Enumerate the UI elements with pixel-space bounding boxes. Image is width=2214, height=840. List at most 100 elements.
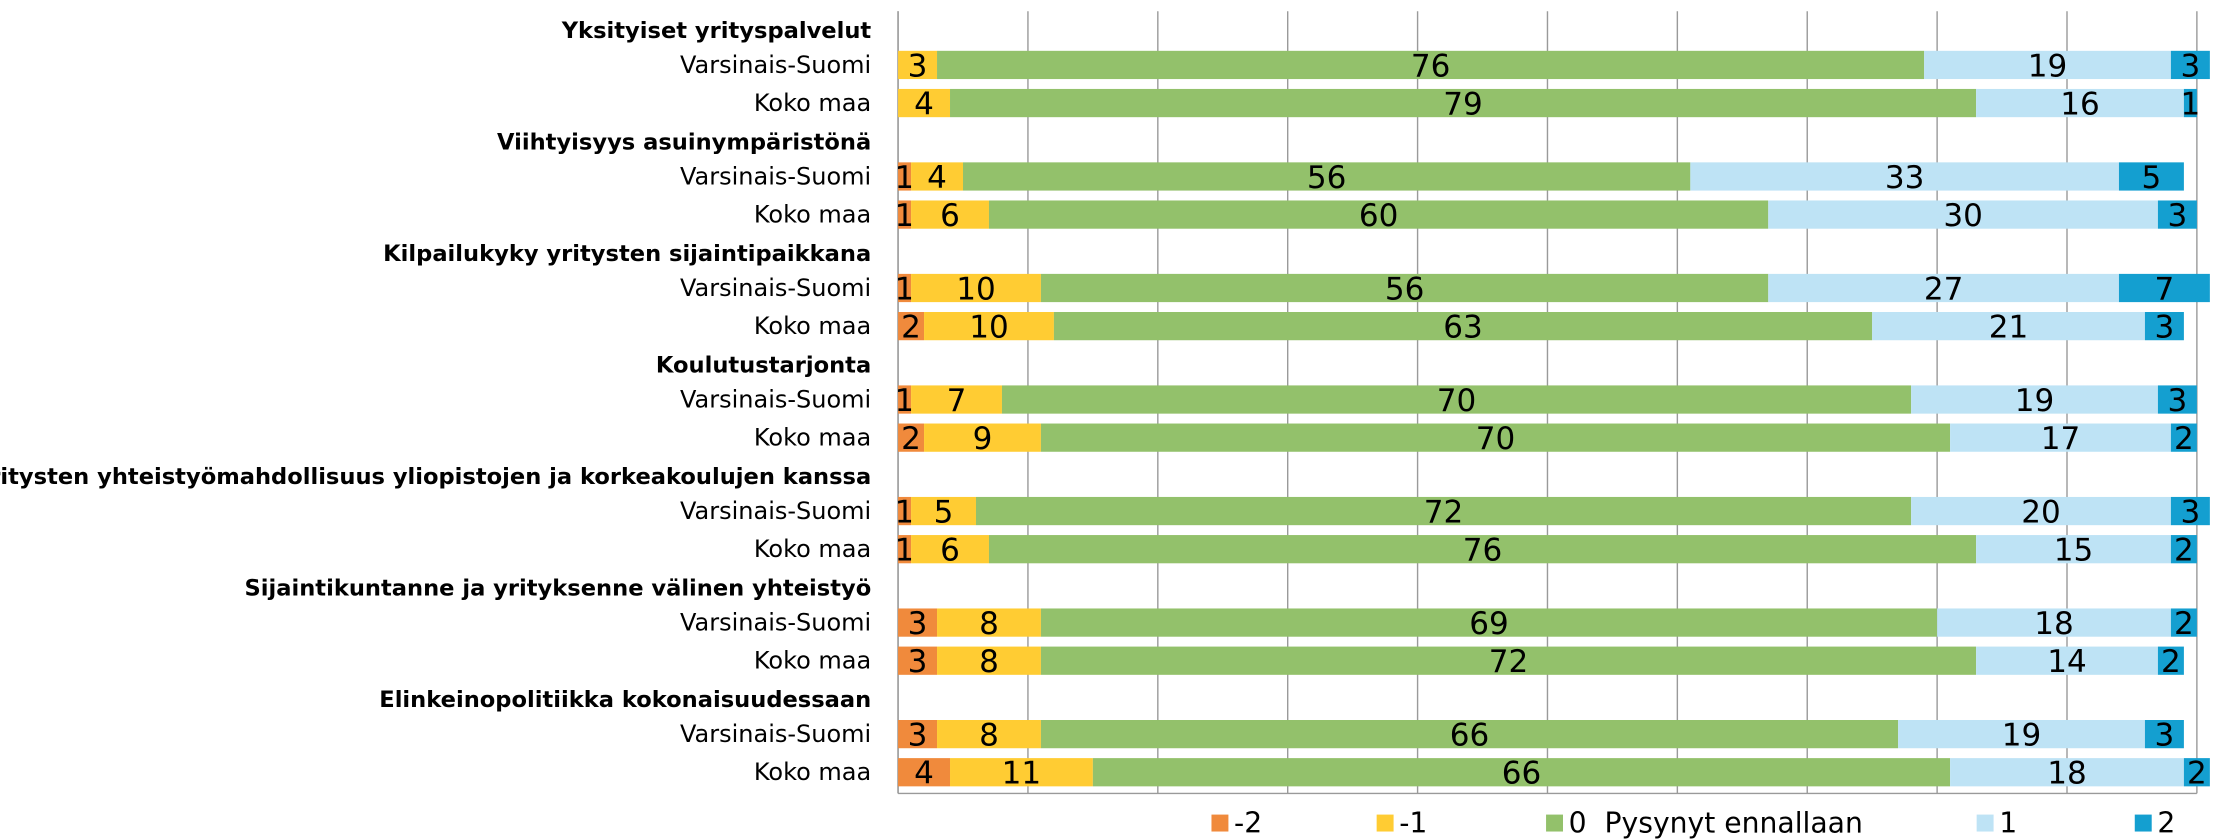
row-label: Koko maa [754, 312, 871, 340]
value-label: 3 [2168, 198, 2188, 234]
value-label: 16 [2060, 86, 2100, 122]
bar-segment [975, 496, 1912, 526]
value-label: 8 [979, 606, 999, 642]
value-label: 3 [2181, 494, 2201, 530]
value-label: 6 [940, 533, 960, 569]
bar-segment [898, 273, 912, 303]
value-label: 56 [1307, 160, 1347, 196]
value-label: 1 [895, 494, 915, 530]
value-label: 9 [973, 421, 993, 457]
bar-segment [1690, 162, 2119, 191]
value-label: 1 [895, 271, 915, 307]
row-label: Varsinais-Suomi [680, 720, 871, 748]
bar-segment [898, 535, 912, 564]
legend-label: -2 [1234, 807, 1262, 840]
row-label: Koko maa [754, 647, 871, 675]
value-label: 1 [895, 533, 915, 569]
value-label: 1 [895, 160, 915, 196]
bar-segment [898, 423, 925, 452]
value-label: 5 [2142, 160, 2162, 196]
value-label: 8 [979, 644, 999, 680]
value-label: 4 [914, 756, 934, 792]
group-label: Viihtyisyys asuinympäristönä [497, 130, 871, 156]
bar-segment [963, 162, 1691, 191]
bar-segment [898, 608, 938, 637]
value-label: 60 [1359, 198, 1399, 234]
value-label: 2 [901, 421, 921, 457]
value-label: 11 [1002, 756, 1042, 792]
value-label: 7 [947, 383, 967, 419]
value-label: 20 [2021, 494, 2061, 530]
bar-segment [2170, 50, 2210, 80]
value-label: 2 [901, 310, 921, 346]
value-label: 70 [1437, 383, 1477, 419]
bar-segment [1092, 758, 1951, 787]
value-label: 56 [1385, 271, 1425, 307]
value-label: 18 [2047, 756, 2087, 792]
row-label: Varsinais-Suomi [680, 386, 871, 414]
bar-segment [1768, 200, 2158, 229]
value-label: 19 [2002, 718, 2042, 754]
value-label: 3 [908, 606, 928, 642]
bar-segment [1924, 50, 2171, 80]
bar-segment [937, 608, 1041, 637]
bar-segment [1911, 385, 2158, 414]
value-label: 4 [927, 160, 947, 196]
value-label: 69 [1469, 606, 1509, 642]
row-label: Koko maa [754, 201, 871, 229]
value-label: 1 [895, 383, 915, 419]
bar-segment [1937, 608, 2171, 637]
bar-segment [1976, 646, 2158, 675]
legend-swatch [2134, 814, 2152, 832]
value-label: 63 [1443, 310, 1483, 346]
row-label: Koko maa [754, 758, 871, 786]
value-label: 8 [979, 718, 999, 754]
value-label: 2 [2174, 606, 2194, 642]
bar-segment [1040, 646, 1977, 675]
value-label: 2 [2187, 756, 2207, 792]
bar-segment [2170, 496, 2210, 526]
row-label: Koko maa [754, 424, 871, 452]
bar-segment [1911, 496, 2171, 526]
group-label: Sijaintikuntanne ja yrityksenne välinen … [245, 576, 872, 602]
bar-segment [2157, 200, 2197, 229]
bar-segment [937, 646, 1041, 675]
bar-segment [911, 162, 963, 191]
value-label: 66 [1502, 756, 1542, 792]
value-label: 3 [2155, 310, 2175, 346]
value-label: 2 [2174, 533, 2194, 569]
bar-segment [1053, 312, 1873, 341]
bar-segment [2118, 162, 2184, 191]
value-label: 18 [2034, 606, 2074, 642]
value-label: 66 [1450, 718, 1490, 754]
bar-segment [1040, 720, 1899, 749]
bar-segment [898, 200, 912, 229]
bar-segment [1001, 385, 1912, 414]
row-label: Koko maa [754, 89, 871, 117]
group-label: Elinkeinopolitiikka kokonaisuudessaan [379, 687, 871, 713]
bar-segment [898, 50, 938, 80]
row-label: Koko maa [754, 535, 871, 563]
value-label: 30 [1943, 198, 1983, 234]
bar-segment [1768, 273, 2119, 303]
bar-segment [911, 273, 1041, 303]
group-label: Yksityiset yrityspalvelut [561, 18, 872, 44]
bar-segment [2144, 312, 2184, 341]
value-label: 3 [2155, 718, 2175, 754]
bar-segment [988, 200, 1769, 229]
value-label: 4 [914, 86, 934, 122]
row-label: Varsinais-Suomi [680, 274, 871, 302]
bar-segment [988, 535, 1977, 564]
bar-segment [898, 88, 951, 118]
bar-segment [898, 758, 951, 787]
value-label: 19 [2028, 48, 2068, 84]
value-label: 3 [908, 718, 928, 754]
group-label: Koulutustarjonta [656, 353, 871, 379]
bar-segment [1950, 758, 2184, 787]
value-label: 70 [1476, 421, 1516, 457]
bar-segment [2144, 720, 2184, 749]
value-label: 3 [908, 644, 928, 680]
value-label: 3 [2181, 48, 2201, 84]
legend-swatch [1376, 814, 1394, 832]
